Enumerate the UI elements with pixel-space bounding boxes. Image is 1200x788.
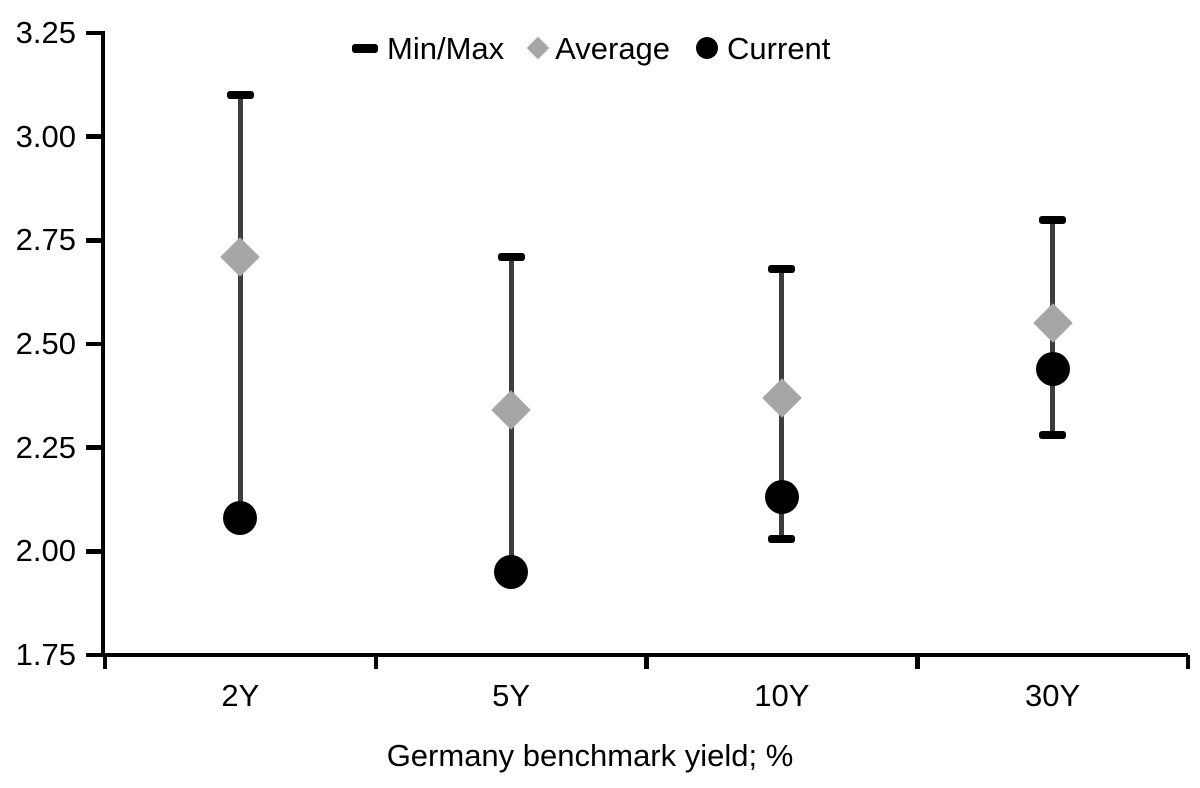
current-marker: [764, 480, 799, 515]
y-axis-tick-label: 2.25: [15, 429, 76, 465]
x-axis-category-label: 5Y: [492, 678, 531, 713]
min-cap: [1039, 431, 1067, 440]
y-axis-tick: [86, 238, 101, 243]
x-axis-category-label: 10Y: [754, 678, 810, 713]
average-marker: [220, 237, 261, 277]
average-marker: [491, 390, 531, 431]
x-axis-tick: [102, 655, 108, 669]
y-axis-tick-label: 1.75: [15, 637, 76, 672]
x-axis-category-label: 30Y: [1025, 678, 1081, 713]
current-marker: [223, 501, 258, 536]
y-axis-tick: [86, 134, 101, 139]
legend-label-current: Current: [727, 30, 831, 66]
current-marker: [494, 555, 529, 590]
current-marker: [1035, 351, 1070, 386]
minmax-range-line: [237, 95, 243, 519]
y-axis-tick-label: 2.00: [15, 533, 76, 569]
y-axis-tick: [86, 341, 101, 347]
x-axis-tick: [915, 655, 920, 669]
x-axis-tick: [1185, 655, 1191, 669]
legend: Min/Max Average Current: [352, 26, 830, 70]
max-cap: [1039, 215, 1067, 224]
x-axis-category-label: 2Y: [221, 678, 260, 713]
x-axis-tick: [644, 655, 649, 669]
average-marker: [762, 378, 802, 418]
y-axis-tick-label: 2.50: [15, 326, 76, 361]
y-axis-tick: [86, 30, 101, 36]
x-axis-title: Germany benchmark yield; %: [386, 738, 794, 773]
legend-label-minmax: Min/Max: [387, 30, 505, 66]
max-cap: [497, 252, 525, 261]
y-axis-line: [100, 30, 105, 658]
average-diamond-icon: [526, 36, 550, 60]
y-axis-tick: [86, 549, 101, 554]
y-axis-tick: [86, 652, 101, 658]
average-marker: [1032, 303, 1073, 344]
min-cap: [768, 534, 796, 543]
legend-item-minmax: Min/Max: [352, 33, 504, 64]
legend-item-average: Average: [526, 30, 671, 66]
y-axis-tick-label: 2.75: [15, 222, 76, 258]
current-circle-icon: [696, 37, 719, 59]
max-cap: [768, 265, 796, 274]
y-axis-tick-label: 3.00: [15, 118, 76, 154]
max-cap: [226, 91, 254, 100]
minmax-dash-icon: [352, 43, 378, 53]
legend-label-average: Average: [555, 30, 671, 66]
legend-item-current: Current: [696, 33, 830, 64]
x-axis-tick: [373, 655, 378, 669]
y-axis-tick-label: 3.25: [15, 15, 76, 50]
y-axis-tick: [86, 445, 101, 450]
